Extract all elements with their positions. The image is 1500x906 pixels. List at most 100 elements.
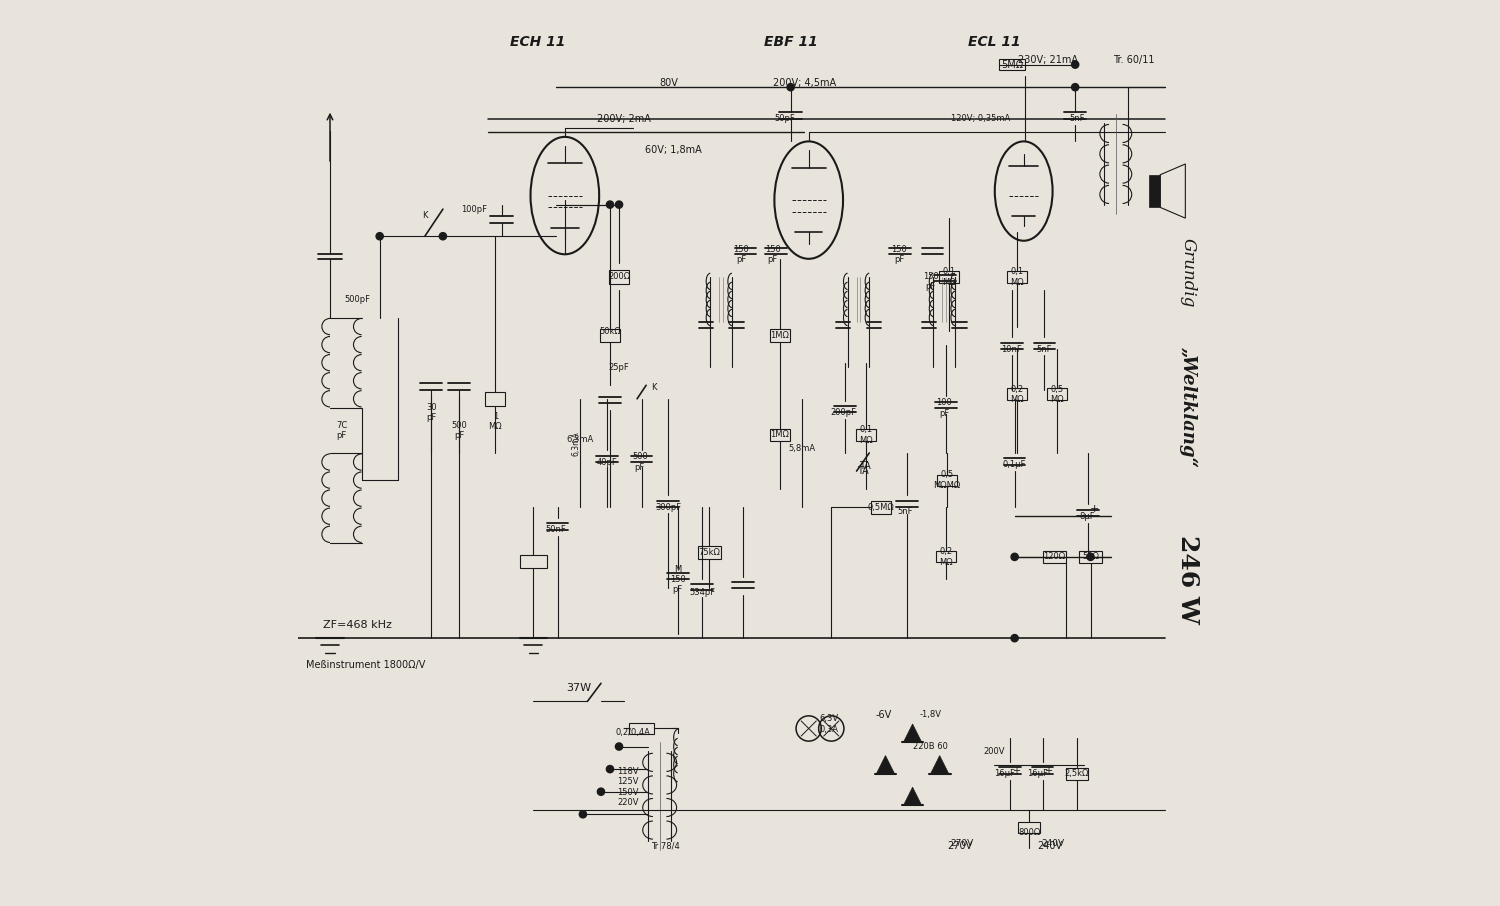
Circle shape xyxy=(597,788,604,795)
Polygon shape xyxy=(903,724,921,742)
Polygon shape xyxy=(930,756,948,774)
Text: ECH 11: ECH 11 xyxy=(510,35,566,49)
Text: -6V: -6V xyxy=(876,710,892,720)
Text: 8μF: 8μF xyxy=(1078,512,1095,521)
Circle shape xyxy=(606,201,613,208)
Text: K: K xyxy=(651,382,656,391)
Text: 5nF: 5nF xyxy=(1036,344,1052,353)
Bar xyxy=(770,329,789,342)
Text: Meßinstrument 1800Ω/V: Meßinstrument 1800Ω/V xyxy=(306,660,426,670)
Bar xyxy=(871,501,891,514)
Text: 220B 60: 220B 60 xyxy=(914,742,948,751)
Text: ECL 11: ECL 11 xyxy=(968,35,1020,49)
Circle shape xyxy=(1088,554,1094,561)
Text: 200V: 200V xyxy=(982,747,1005,756)
Text: 1
MΩ: 1 MΩ xyxy=(489,411,502,431)
Bar xyxy=(1078,551,1102,563)
Text: 25pF: 25pF xyxy=(609,362,630,371)
Text: K: K xyxy=(422,211,428,220)
Text: 800Ω: 800Ω xyxy=(1019,828,1040,837)
Text: 118V
125V
150V
220V: 118V 125V 150V 220V xyxy=(618,767,639,807)
Text: 0,1
MΩ: 0,1 MΩ xyxy=(859,425,873,445)
Bar xyxy=(600,329,619,342)
Text: 7C
pF: 7C pF xyxy=(336,420,348,440)
Text: 5MΩ: 5MΩ xyxy=(1000,60,1023,70)
Text: 10nF: 10nF xyxy=(1002,344,1023,353)
Bar xyxy=(936,552,956,563)
Circle shape xyxy=(1011,554,1019,561)
Text: 300pF: 300pF xyxy=(656,503,682,512)
Bar xyxy=(770,429,789,441)
Text: 6,3V
0,3A: 6,3V 0,3A xyxy=(819,714,839,734)
Bar xyxy=(1149,175,1160,207)
Text: Grundig: Grundig xyxy=(1179,237,1197,307)
Circle shape xyxy=(615,743,622,750)
Text: 100
pF: 100 pF xyxy=(936,398,952,418)
Text: 120V; 0,35mA: 120V; 0,35mA xyxy=(951,114,1010,123)
Text: 150
pF: 150 pF xyxy=(734,245,748,264)
Text: 6,3mA: 6,3mA xyxy=(567,435,594,444)
Text: 0,2
MΩ: 0,2 MΩ xyxy=(939,547,952,566)
Text: 1MΩ: 1MΩ xyxy=(771,331,789,340)
Text: „Weltklang“: „Weltklang“ xyxy=(1179,347,1197,468)
Text: 40pF: 40pF xyxy=(597,458,618,467)
Text: 240V: 240V xyxy=(1041,839,1064,848)
Text: 270V: 270V xyxy=(946,841,972,851)
Text: +: + xyxy=(1013,766,1020,776)
Text: Tr. 60/11: Tr. 60/11 xyxy=(1113,55,1155,65)
Bar xyxy=(1019,823,1041,834)
Text: M
150
pF: M 150 pF xyxy=(670,564,686,594)
Bar xyxy=(628,723,654,735)
Text: 230V; 21mA: 230V; 21mA xyxy=(1019,55,1078,65)
Text: 100pF: 100pF xyxy=(462,205,488,214)
Text: TA: TA xyxy=(856,466,868,476)
Bar xyxy=(609,270,628,284)
Circle shape xyxy=(376,233,384,240)
Polygon shape xyxy=(876,756,894,774)
Text: 240V: 240V xyxy=(1038,841,1062,851)
Bar xyxy=(1008,271,1028,283)
Text: EBF 11: EBF 11 xyxy=(764,35,818,49)
Text: 150
pF: 150 pF xyxy=(765,245,780,264)
Text: 246 W: 246 W xyxy=(1176,535,1200,624)
Bar xyxy=(698,546,720,559)
Polygon shape xyxy=(903,787,921,805)
Text: 6,3mA: 6,3mA xyxy=(572,431,580,457)
Bar xyxy=(999,59,1024,71)
Bar xyxy=(939,271,958,284)
Text: 150
pF: 150 pF xyxy=(922,272,939,291)
Text: +: + xyxy=(1044,766,1053,776)
Bar xyxy=(1042,551,1065,563)
Text: 500
pF: 500 pF xyxy=(632,452,648,472)
Bar xyxy=(938,475,957,486)
Text: TA: TA xyxy=(859,461,871,471)
Text: 150
pF: 150 pF xyxy=(891,245,908,264)
Text: 5,8mA: 5,8mA xyxy=(789,444,816,453)
Text: 5nF: 5nF xyxy=(897,507,914,516)
Circle shape xyxy=(1011,634,1019,641)
Text: -1,8V: -1,8V xyxy=(920,710,942,719)
Text: 50nF: 50nF xyxy=(546,525,566,535)
Text: 0,5
MΩMΩ: 0,5 MΩMΩ xyxy=(933,470,960,490)
Text: 0,2/0,4A: 0,2/0,4A xyxy=(615,728,650,737)
Text: ZF=468 kHz: ZF=468 kHz xyxy=(322,620,392,630)
Text: 37W: 37W xyxy=(566,683,591,693)
Text: 0,5
MΩ: 0,5 MΩ xyxy=(1050,384,1064,404)
Text: 0,1
MΩ: 0,1 MΩ xyxy=(1011,267,1025,286)
Text: 60V; 1,8mA: 60V; 1,8mA xyxy=(645,146,702,156)
Text: 2,5kΩ: 2,5kΩ xyxy=(1065,769,1089,778)
Text: 120Ω: 120Ω xyxy=(1044,553,1065,562)
Text: 534pF: 534pF xyxy=(688,589,715,597)
Bar xyxy=(1008,389,1028,400)
Circle shape xyxy=(788,83,795,91)
Text: 270V: 270V xyxy=(951,839,974,848)
Text: 50pF: 50pF xyxy=(774,114,795,123)
Bar xyxy=(519,555,548,568)
Text: 200V; 2mA: 200V; 2mA xyxy=(597,114,651,124)
Circle shape xyxy=(615,201,622,208)
Text: 1MΩ: 1MΩ xyxy=(771,430,789,439)
Text: 30
pF: 30 pF xyxy=(426,402,436,422)
Text: 500
pF: 500 pF xyxy=(452,420,466,440)
Text: +: + xyxy=(1089,504,1100,514)
Circle shape xyxy=(1071,61,1078,68)
